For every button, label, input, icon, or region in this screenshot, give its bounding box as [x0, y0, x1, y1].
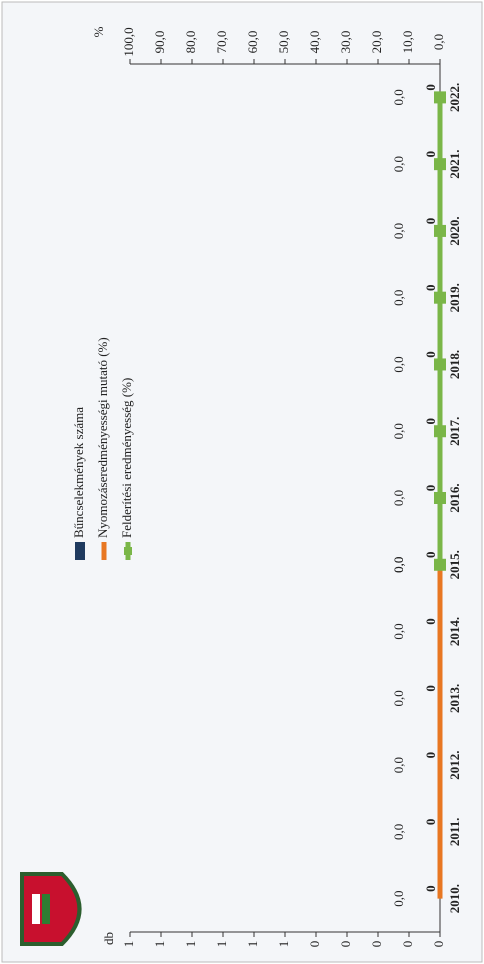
y2-tick-label: 60,0 — [245, 31, 260, 54]
line-marker — [434, 558, 446, 571]
bar-value-label: 0 — [423, 418, 438, 425]
line-marker — [434, 425, 446, 438]
line-value-label: 0,0 — [391, 557, 406, 573]
bar-value-label: 0 — [423, 218, 438, 225]
line-marker — [434, 358, 446, 371]
legend-label: Felderítési eredményesség (%) — [119, 378, 134, 538]
legend-swatch — [124, 547, 132, 555]
bar-value-label: 0 — [423, 552, 438, 559]
y-tick-label: 1 — [183, 941, 198, 948]
line-value-label: 0,0 — [391, 890, 406, 906]
x-tick-label: 2016. — [447, 483, 462, 512]
line-value-label: 0,0 — [391, 156, 406, 172]
y-tick-label: 0 — [369, 941, 384, 948]
x-tick-label: 2019. — [447, 283, 462, 312]
line-value-label: 0,0 — [391, 557, 406, 573]
y2-tick-label: 80,0 — [183, 31, 198, 54]
y-tick-label: 1 — [214, 941, 229, 948]
y2-tick-label: 90,0 — [152, 31, 167, 54]
bar-value-label: 0 — [423, 284, 438, 291]
y2-axis-label: % — [91, 26, 106, 37]
line-marker — [434, 492, 446, 504]
x-tick-label: 2021. — [447, 150, 462, 179]
x-tick-label: 2018. — [447, 350, 462, 379]
y-axis-label: db — [101, 932, 116, 945]
bar-value-label: 0 — [423, 351, 438, 358]
legend-label: Bűncselekmények száma — [71, 407, 86, 538]
x-tick-label: 2010. — [447, 884, 462, 913]
line-value-label: 0,0 — [391, 690, 406, 706]
line-value-label: 0,0 — [391, 356, 406, 372]
line-value-label: 0,0 — [391, 824, 406, 840]
x-tick-label: 2011. — [447, 818, 462, 847]
y-tick-label: 1 — [276, 941, 291, 948]
x-tick-label: 2014. — [447, 617, 462, 646]
line-marker — [434, 158, 446, 171]
y2-tick-label: 30,0 — [338, 31, 353, 54]
y2-tick-label: 50,0 — [276, 31, 291, 54]
x-tick-label: 2020. — [447, 216, 462, 245]
y-tick-label: 1 — [152, 941, 167, 948]
x-tick-label: 2013. — [447, 684, 462, 713]
bar-value-label: 0 — [423, 618, 438, 625]
y2-tick-label: 70,0 — [214, 31, 229, 54]
legend-swatch — [75, 542, 85, 560]
x-tick-label: 2017. — [447, 417, 462, 446]
line-value-label: 0,0 — [391, 623, 406, 639]
y-tick-label: 0 — [307, 941, 322, 948]
line-value-label: 0,0 — [391, 757, 406, 773]
x-tick-label: 2015. — [447, 550, 462, 579]
plot: db % 000001111110,010,020,030,040,050,06… — [20, 26, 462, 948]
line-marker — [434, 224, 446, 237]
bar-value-label: 0 — [423, 151, 438, 158]
y2-tick-label: 10,0 — [400, 31, 415, 54]
bar-value-label: 0 — [423, 84, 438, 91]
line-value-label: 0,0 — [391, 223, 406, 239]
y-tick-label: 1 — [245, 941, 260, 948]
y2-tick-label: 40,0 — [307, 31, 322, 54]
bar-value-label: 0 — [423, 819, 438, 826]
y-tick-label: 1 — [121, 941, 136, 948]
line-value-label: 0,0 — [391, 423, 406, 439]
y2-tick-label: 100,0 — [121, 27, 136, 56]
y-tick-label: 0 — [431, 941, 446, 948]
bar-value-label: 0 — [423, 485, 438, 492]
line-value-label: 0,0 — [391, 290, 406, 306]
y-tick-label: 0 — [400, 941, 415, 948]
y-tick-label: 0 — [338, 941, 353, 948]
legend-label: Nyomozáseredményességi mutató (%) — [95, 337, 110, 538]
line-value-label: 0,0 — [391, 89, 406, 105]
line-marker — [434, 91, 446, 104]
y2-tick-label: 0,0 — [431, 34, 446, 50]
x-tick-label: 2012. — [447, 750, 462, 779]
bar-value-label: 0 — [423, 885, 438, 892]
line-marker — [434, 291, 446, 304]
x-tick-label: 2022. — [447, 83, 462, 112]
line-value-label: 0,0 — [391, 490, 406, 506]
bar-value-label: 0 — [423, 752, 438, 759]
bar-value-label: 0 — [423, 685, 438, 692]
y2-tick-label: 20,0 — [369, 31, 384, 54]
logo — [20, 872, 82, 946]
